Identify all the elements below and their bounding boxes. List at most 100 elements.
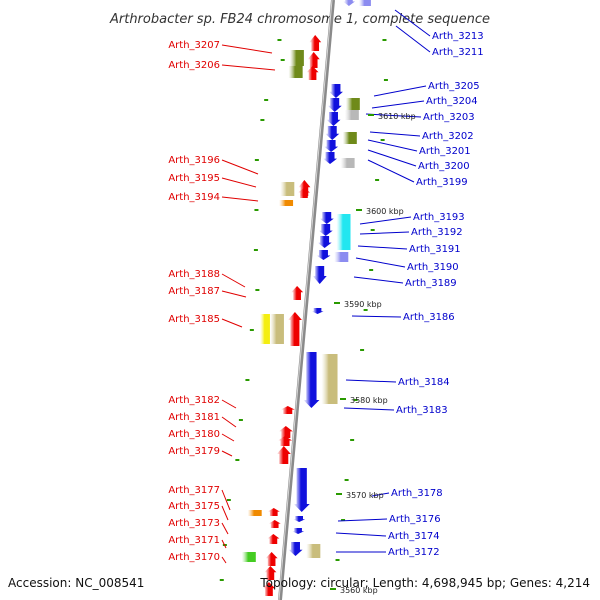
gene-arrow[interactable] bbox=[316, 250, 331, 260]
gene-arrow[interactable] bbox=[288, 542, 303, 556]
gene-label[interactable]: Arth_3170 bbox=[168, 552, 220, 563]
gene-label[interactable]: Arth_3179 bbox=[168, 446, 220, 457]
gene-arrow[interactable] bbox=[317, 236, 332, 248]
gene-box[interactable] bbox=[288, 66, 303, 78]
gene-label[interactable]: Arth_3190 bbox=[407, 262, 459, 273]
gene-arrow[interactable] bbox=[267, 508, 280, 516]
gene-label[interactable]: Arth_3206 bbox=[168, 60, 220, 71]
gene-arrow[interactable] bbox=[306, 66, 319, 80]
gene-label[interactable]: Arth_3171 bbox=[168, 535, 220, 546]
scale-tick bbox=[334, 302, 340, 304]
gene-label[interactable]: Arth_3211 bbox=[432, 47, 484, 58]
gene-label[interactable]: Arth_3204 bbox=[426, 96, 478, 107]
gene-arrow[interactable] bbox=[264, 566, 277, 580]
gene-label[interactable]: Arth_3183 bbox=[396, 405, 448, 416]
gene-label[interactable]: Arth_3178 bbox=[391, 488, 443, 499]
gene-labels: Arth_3207 Arth_3206 Arth_3196 Arth_3195 Arth… bbox=[168, 31, 483, 563]
scale-label: 3580 kbp bbox=[350, 396, 388, 405]
gene-box[interactable] bbox=[336, 214, 351, 250]
gene-label[interactable]: Arth_3186 bbox=[403, 312, 455, 323]
gene-label[interactable]: Arth_3182 bbox=[168, 395, 220, 406]
gene-box[interactable] bbox=[269, 314, 284, 344]
gene-box[interactable] bbox=[306, 544, 321, 558]
gene-arrow[interactable] bbox=[276, 446, 291, 464]
gene-label[interactable]: Arth_3181 bbox=[168, 412, 220, 423]
gene-label[interactable]: Arth_3187 bbox=[168, 286, 220, 297]
gene-box[interactable] bbox=[345, 98, 360, 110]
gene-label[interactable]: Arth_3207 bbox=[168, 40, 220, 51]
gene-arrow[interactable] bbox=[309, 35, 322, 51]
gene-arrow[interactable] bbox=[278, 426, 293, 438]
gene-box[interactable] bbox=[334, 252, 349, 262]
gene-label[interactable]: Arth_3199 bbox=[416, 177, 468, 188]
gene-box[interactable] bbox=[340, 158, 355, 168]
gene-label[interactable]: Arth_3205 bbox=[428, 81, 480, 92]
gene-label[interactable]: Arth_3194 bbox=[168, 192, 220, 203]
gene-box[interactable] bbox=[342, 132, 357, 144]
gene-arrow[interactable] bbox=[280, 406, 295, 414]
gene-box[interactable] bbox=[241, 552, 256, 562]
gene-box[interactable] bbox=[289, 50, 304, 66]
gene-arrow[interactable] bbox=[291, 286, 304, 300]
gene-label[interactable]: Arth_3191 bbox=[409, 244, 461, 255]
gene-arrow[interactable] bbox=[262, 582, 275, 596]
gene-arrow[interactable] bbox=[328, 84, 343, 98]
gene-arrow[interactable] bbox=[323, 152, 338, 164]
gene-arrow[interactable] bbox=[278, 436, 293, 446]
gene-arrow[interactable] bbox=[293, 468, 310, 512]
gene-label[interactable]: Arth_3177 bbox=[168, 485, 220, 496]
gene-arrow[interactable] bbox=[319, 212, 334, 224]
gene-arrow[interactable] bbox=[268, 520, 281, 528]
gene-arrow[interactable] bbox=[267, 534, 280, 544]
gene-label[interactable]: Arth_3184 bbox=[398, 377, 450, 388]
gene-arrow[interactable] bbox=[342, 0, 355, 6]
gene-label[interactable]: Arth_3213 bbox=[432, 31, 484, 42]
gene-label[interactable]: Arth_3185 bbox=[168, 314, 220, 325]
gene-label[interactable]: Arth_3175 bbox=[168, 501, 220, 512]
gene-label[interactable]: Arth_3176 bbox=[389, 514, 441, 525]
leader-line bbox=[335, 532, 387, 537]
gene-label[interactable]: Arth_3192 bbox=[411, 227, 463, 238]
gene-box[interactable] bbox=[358, 0, 371, 6]
scale-tick bbox=[340, 398, 346, 400]
leader-line bbox=[221, 522, 229, 535]
gene-arrow[interactable] bbox=[307, 52, 320, 68]
gene-box[interactable] bbox=[247, 510, 262, 516]
gene-label[interactable]: Arth_3195 bbox=[168, 173, 220, 184]
gene-box[interactable] bbox=[280, 182, 295, 196]
gene-box[interactable] bbox=[344, 110, 359, 120]
gene-box[interactable] bbox=[321, 354, 338, 404]
gene-label[interactable]: Arth_3201 bbox=[419, 146, 471, 157]
gene-label[interactable]: Arth_3193 bbox=[413, 212, 465, 223]
gene-arrow[interactable] bbox=[312, 266, 327, 284]
gene-arrow[interactable] bbox=[311, 308, 324, 314]
gene-arrow[interactable] bbox=[324, 140, 339, 152]
gene-arrow[interactable] bbox=[303, 352, 320, 408]
gene-arrow[interactable] bbox=[293, 516, 306, 522]
gene-label[interactable]: Arth_3173 bbox=[168, 518, 220, 529]
tick-mark bbox=[260, 119, 265, 121]
gene-label[interactable]: Arth_3203 bbox=[423, 112, 475, 123]
gene-label[interactable]: Arth_3196 bbox=[168, 155, 220, 166]
gene-label[interactable]: Arth_3189 bbox=[405, 278, 457, 289]
gene-arrow[interactable] bbox=[265, 552, 278, 566]
gene-label[interactable]: Arth_3202 bbox=[422, 131, 474, 142]
gene-arrow[interactable] bbox=[287, 312, 302, 346]
gene-box[interactable] bbox=[279, 200, 294, 206]
gene-label[interactable]: Arth_3188 bbox=[168, 269, 220, 280]
gene-features bbox=[241, 0, 371, 596]
gene-arrow[interactable] bbox=[326, 112, 341, 126]
gene-arrow[interactable] bbox=[297, 188, 310, 198]
gene-label[interactable]: Arth_3200 bbox=[418, 161, 470, 172]
gene-label[interactable]: Arth_3174 bbox=[388, 531, 440, 542]
tick-mark bbox=[226, 499, 231, 501]
gene-arrow[interactable] bbox=[325, 126, 340, 140]
gene-arrow[interactable] bbox=[327, 98, 342, 112]
gene-box[interactable] bbox=[259, 314, 270, 344]
gene-label[interactable]: Arth_3180 bbox=[168, 429, 220, 440]
gene-arrow[interactable] bbox=[318, 224, 333, 236]
scale-label: 3560 kbp bbox=[340, 586, 378, 595]
gene-label[interactable]: Arth_3172 bbox=[388, 547, 440, 558]
gene-arrow[interactable] bbox=[292, 528, 305, 534]
